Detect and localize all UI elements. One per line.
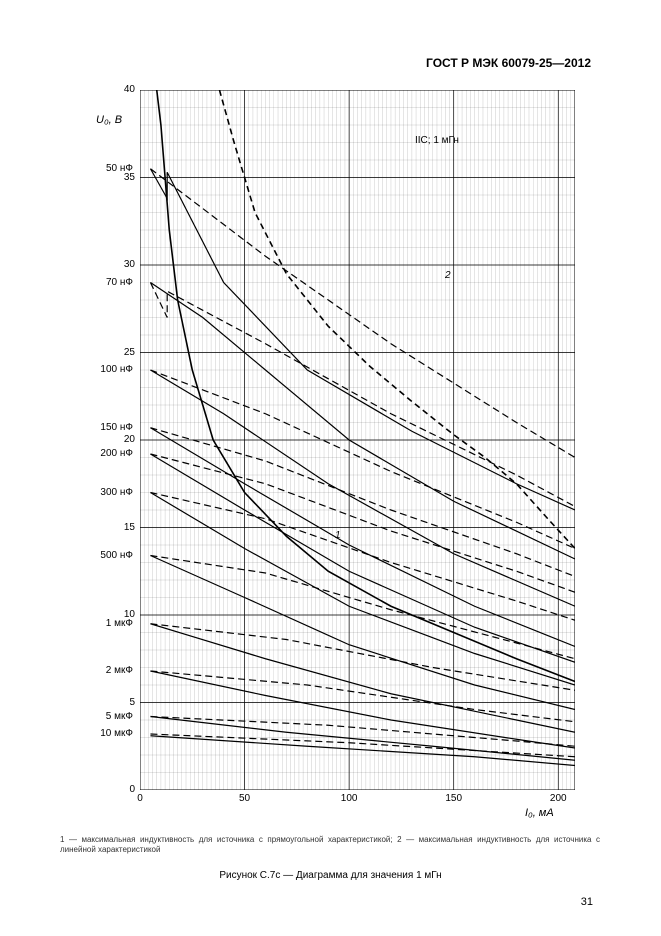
capacitance-label: 100 нФ <box>78 364 133 375</box>
x-tick: 200 <box>543 793 573 804</box>
y-axis-title: U₀, В <box>96 114 122 126</box>
chart-annotation: IIC; 1 мГн <box>415 135 459 146</box>
y-tick: 40 <box>110 84 135 95</box>
curve-label-2: 2 <box>445 270 451 281</box>
y-tick: 15 <box>110 522 135 533</box>
x-axis-title: I₀, мА <box>525 807 554 819</box>
doc-header: ГОСТ Р МЭК 60079-25—2012 <box>426 56 591 70</box>
y-tick: 30 <box>110 259 135 270</box>
chart-plot <box>140 90 575 790</box>
capacitance-label: 70 нФ <box>78 277 133 288</box>
y-tick: 35 <box>110 172 135 183</box>
capacitance-label: 200 нФ <box>78 448 133 459</box>
capacitance-label: 150 нФ <box>78 422 133 433</box>
x-tick: 0 <box>125 793 155 804</box>
x-tick: 100 <box>334 793 364 804</box>
legend-text: 1 — максимальная индуктивность для источ… <box>60 835 600 856</box>
capacitance-label: 2 мкФ <box>78 665 133 676</box>
y-tick: 20 <box>110 434 135 445</box>
x-tick: 50 <box>230 793 260 804</box>
capacitance-label: 300 нФ <box>78 487 133 498</box>
page-number: 31 <box>581 896 593 908</box>
y-tick: 5 <box>110 697 135 708</box>
capacitance-label: 500 нФ <box>78 550 133 561</box>
capacitance-label: 10 мкФ <box>78 728 133 739</box>
y-tick: 25 <box>110 347 135 358</box>
figure-caption: Рисунок С.7с — Диаграмма для значения 1 … <box>0 870 661 881</box>
curve-label-1: 1 <box>335 530 341 541</box>
y-tick: 10 <box>110 609 135 620</box>
capacitance-label: 5 мкФ <box>78 711 133 722</box>
x-tick: 150 <box>439 793 469 804</box>
